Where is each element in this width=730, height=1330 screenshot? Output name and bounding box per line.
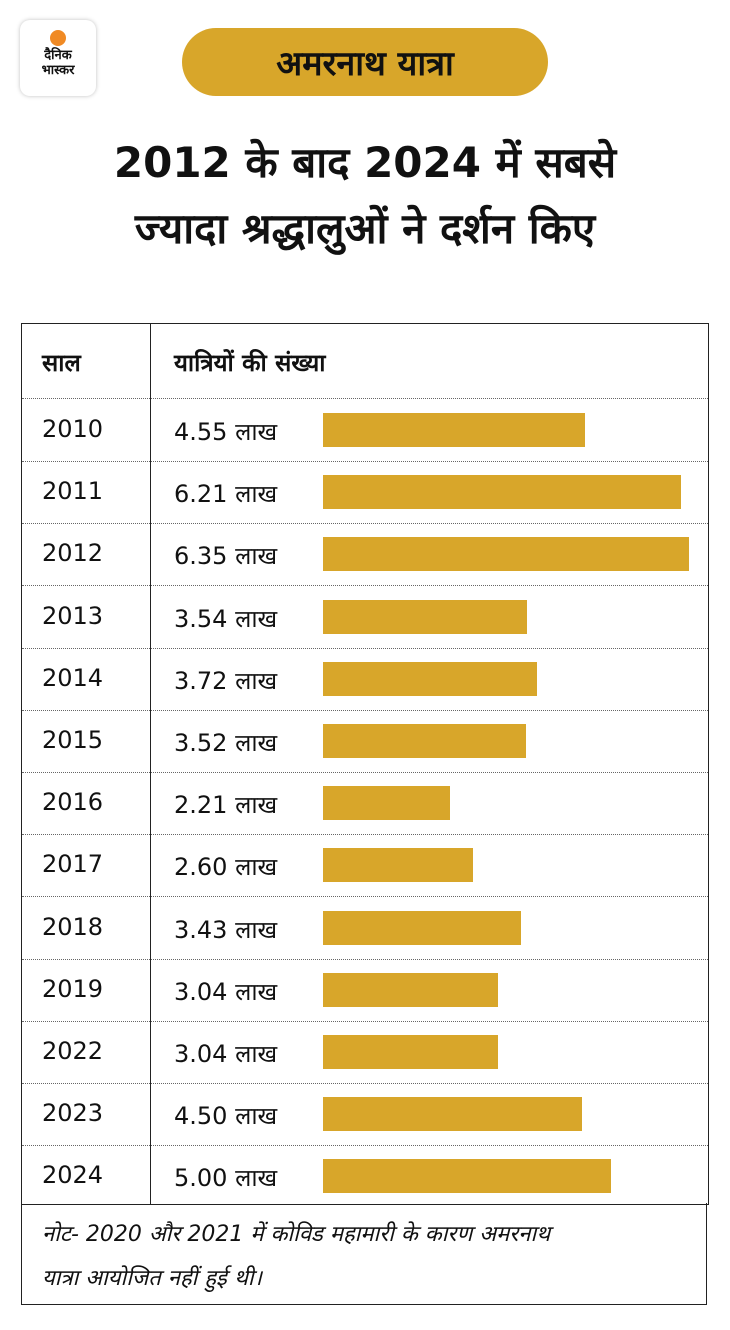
bar-2011 — [323, 475, 681, 510]
table-row: 2018 3.43 लाख — [22, 897, 708, 960]
bar-2017 — [323, 848, 473, 883]
table-row: 2010 4.55 लाख — [22, 399, 708, 462]
table-row: 2024 5.00 लाख — [22, 1145, 708, 1207]
logo-text-line2: भास्कर — [41, 63, 75, 78]
value-label: 4.55 लाख — [174, 418, 278, 446]
dainik-bhaskar-logo: दैनिक भास्कर — [20, 20, 96, 96]
title-line2: ज्यादा श्रद्धालुओं ने दर्शन किए — [134, 204, 596, 253]
table-row: 2015 3.52 लाख — [22, 710, 708, 773]
year-label: 2019 — [42, 974, 104, 1003]
year-label: 2017 — [42, 850, 104, 879]
header-count: यात्रियों की संख्या — [174, 349, 326, 377]
table-row: 2019 3.04 लाख — [22, 959, 708, 1022]
sun-icon — [50, 30, 66, 46]
bar-2012 — [323, 537, 689, 572]
value-label: 3.52 लाख — [174, 729, 278, 757]
value-label: 4.50 लाख — [174, 1102, 278, 1131]
bar-2015 — [323, 724, 526, 758]
bar-2024 — [323, 1159, 612, 1194]
page-title: 2012 के बाद 2024 में सबसे ज्यादा श्रद्धा… — [0, 130, 730, 262]
year-label: 2015 — [42, 726, 104, 754]
topic-tag: अमरनाथ यात्रा — [182, 28, 548, 96]
year-label: 2016 — [42, 788, 104, 817]
logo-text-line1: दैनिक — [44, 48, 72, 63]
value-label: 5.00 लाख — [174, 1164, 278, 1193]
bar-2018 — [323, 910, 521, 945]
value-label: 6.35 लाख — [174, 542, 278, 571]
table-row: 2017 2.60 लाख — [22, 834, 708, 898]
table-header: साल यात्रियों की संख्या — [22, 324, 708, 399]
bar-2023 — [323, 1097, 583, 1132]
year-label: 2023 — [42, 1099, 104, 1128]
year-label: 2010 — [42, 415, 104, 443]
value-label: 2.21 लाख — [174, 791, 278, 820]
title-line1: 2012 के बाद 2024 में सबसे — [113, 138, 617, 187]
table-row: 2014 3.72 लाख — [22, 648, 708, 711]
footnote: नोट- 2020 और 2021 में कोविड महामारी के क… — [21, 1203, 707, 1305]
table-row: 2016 2.21 लाख — [22, 772, 708, 836]
column-divider — [150, 324, 151, 1204]
year-label: 2011 — [42, 477, 104, 506]
note-line2: यात्रा आयोजित नहीं हुई थी। — [42, 1266, 262, 1291]
table-row: 2013 3.54 लाख — [22, 586, 708, 649]
bar-2016 — [323, 786, 451, 821]
value-label: 3.72 लाख — [174, 666, 278, 695]
year-label: 2014 — [42, 663, 104, 692]
bar-2010 — [323, 413, 586, 447]
bar-2013 — [323, 599, 528, 634]
bar-2014 — [323, 661, 538, 696]
table-row: 2011 6.21 लाख — [22, 461, 708, 525]
value-label: 3.04 लाख — [174, 1040, 278, 1068]
table-row: 2022 3.04 लाख — [22, 1021, 708, 1084]
value-label: 2.60 लाख — [174, 853, 278, 882]
year-label: 2013 — [42, 601, 104, 630]
value-label: 3.43 लाख — [174, 915, 278, 944]
header-year: साल — [42, 349, 81, 377]
year-label: 2024 — [42, 1161, 104, 1190]
table-row: 2023 4.50 लाख — [22, 1083, 708, 1147]
year-label: 2022 — [42, 1037, 104, 1065]
table-row: 2012 6.35 लाख — [22, 523, 708, 587]
pilgrims-table: साल यात्रियों की संख्या 2010 4.55 लाख 2011… — [21, 323, 709, 1205]
bar-2022 — [323, 1035, 499, 1069]
year-label: 2018 — [42, 912, 104, 941]
value-label: 3.04 लाख — [174, 977, 278, 1006]
bar-2019 — [323, 972, 499, 1007]
value-label: 3.54 लाख — [174, 604, 278, 633]
note-line1: नोट- 2020 और 2021 में कोविड महामारी के क… — [42, 1222, 551, 1247]
value-label: 6.21 लाख — [174, 480, 278, 509]
year-label: 2012 — [42, 539, 104, 568]
